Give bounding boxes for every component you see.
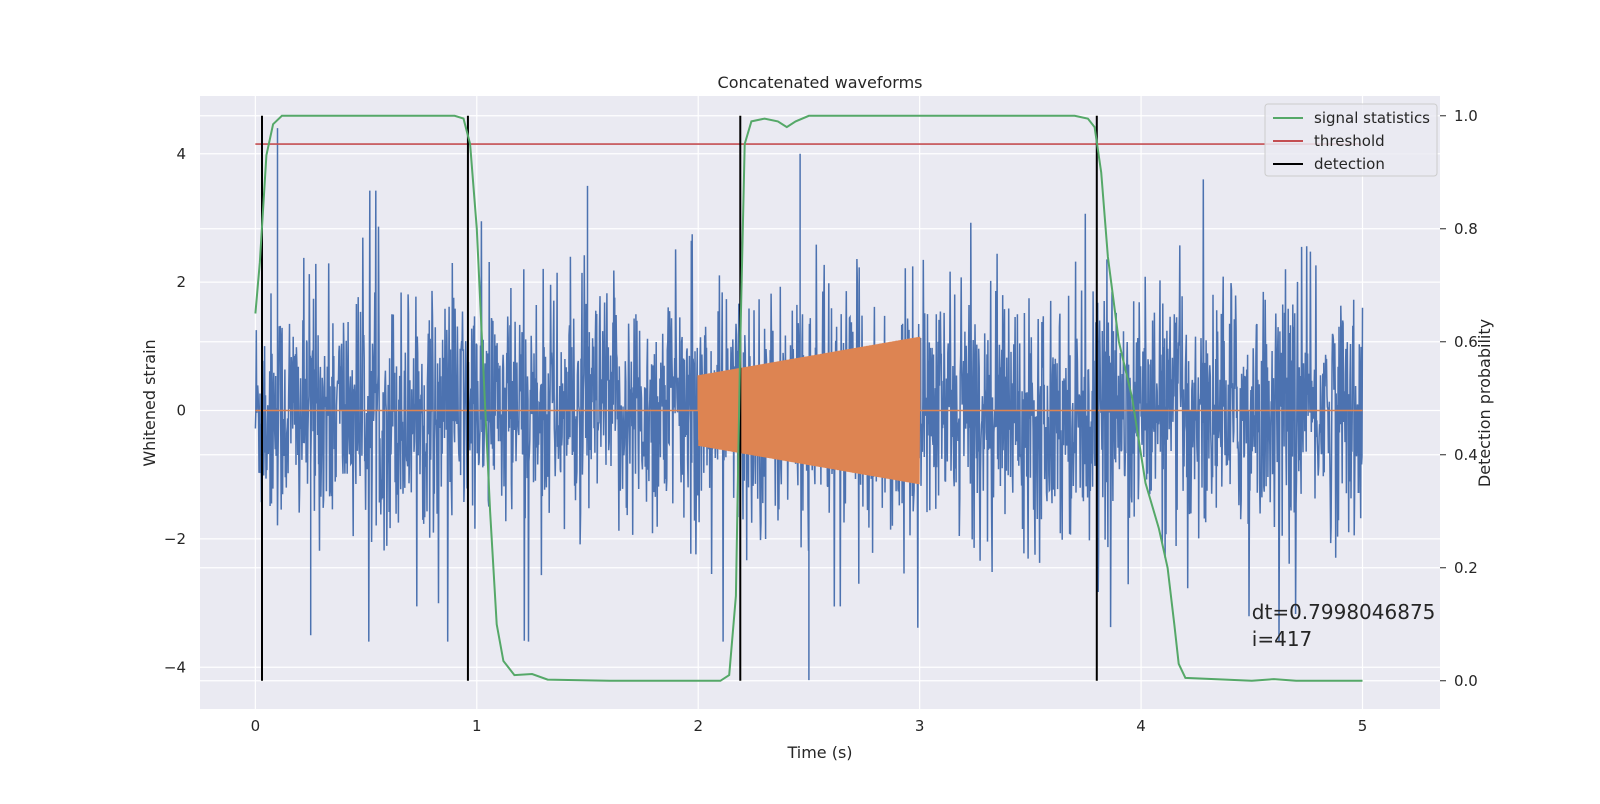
tick-labels: 0 1 2 3 4 5 −4 −2 0 2 4 0.0 0.2 0.4 0.6 0.8 1.0	[164, 107, 1478, 735]
x-tick-label: 4	[1136, 717, 1146, 735]
y-left-tick-label: 4	[176, 145, 186, 163]
x-tick-label: 0	[251, 717, 261, 735]
x-tick-label: 1	[472, 717, 482, 735]
y-left-tick-label: −2	[164, 530, 186, 548]
y-axis-label-right: Detection probability	[1475, 319, 1494, 487]
y-left-tick-label: 2	[176, 273, 186, 291]
y-left-tick-label: −4	[164, 658, 186, 676]
chart-title: Concatenated waveforms	[718, 73, 923, 92]
legend-box	[1264, 103, 1438, 177]
y-right-tick-label: 1.0	[1454, 107, 1478, 125]
legend: signal statistics threshold detection	[1264, 103, 1438, 177]
annotation-text: i=417	[1252, 627, 1313, 651]
injected-chirp-line	[255, 336, 1363, 485]
y-axis-label-left: Whitened strain	[140, 339, 159, 466]
y-left-tick-label: 0	[176, 402, 186, 420]
y-right-tick-label: 0.2	[1454, 559, 1478, 577]
plot-area	[254, 114, 1364, 682]
annotations: dt=0.7998046875 i=417	[1252, 600, 1436, 651]
x-axis-label: Time (s)	[786, 743, 852, 762]
y-right-tick-label: 0.4	[1454, 446, 1478, 464]
x-tick-label: 3	[915, 717, 925, 735]
legend-label: signal statistics	[1314, 109, 1430, 127]
legend-label: detection	[1314, 155, 1385, 173]
annotation-text: dt=0.7998046875	[1252, 600, 1436, 624]
y-right-tick-label: 0.8	[1454, 220, 1478, 238]
y-right-tick-label: 0.0	[1454, 672, 1478, 690]
y-right-tick-label: 0.6	[1454, 333, 1478, 351]
x-tick-label: 2	[693, 717, 703, 735]
legend-label: threshold	[1314, 132, 1385, 150]
x-tick-label: 5	[1358, 717, 1368, 735]
signal-statistics-line	[254, 114, 1363, 682]
